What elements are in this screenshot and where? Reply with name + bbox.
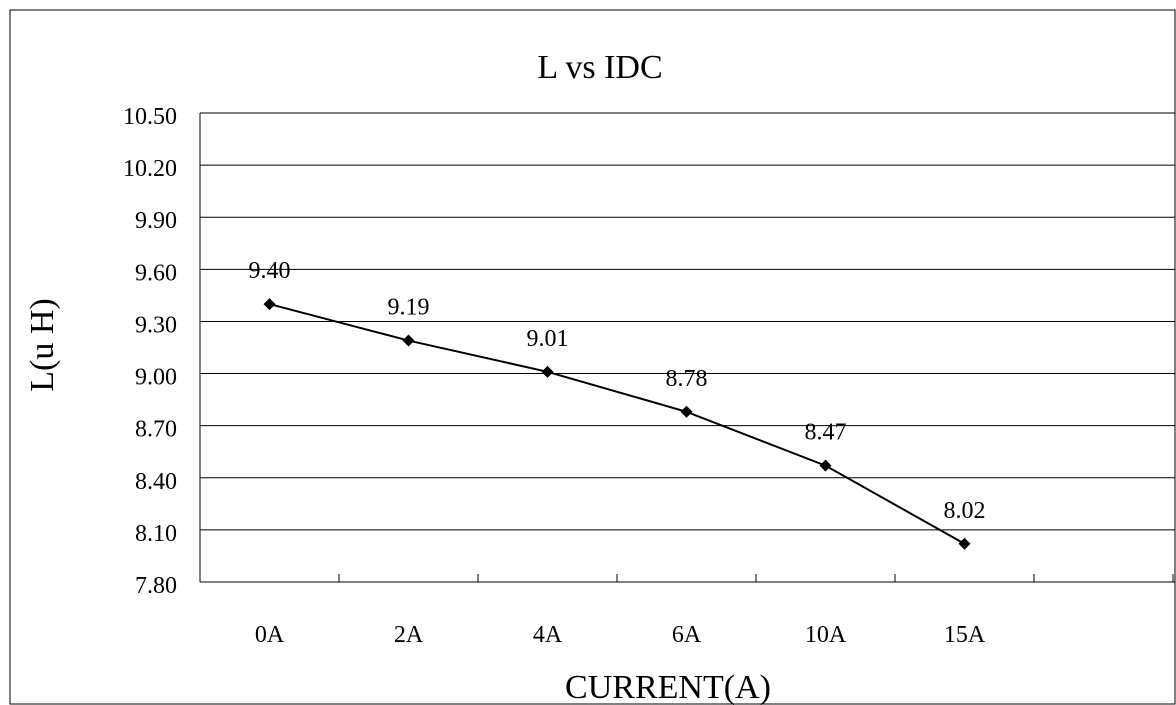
data-label: 8.47: [805, 420, 847, 446]
chart-title: L vs IDC: [537, 49, 662, 86]
data-labels: 9.40 9.19 9.01 8.78 8.47 8.02: [249, 258, 986, 524]
y-tick-label: 8.70: [135, 417, 177, 443]
data-label: 9.19: [388, 295, 430, 321]
y-tick-label: 9.00: [135, 365, 177, 391]
y-tick-label: 9.60: [135, 260, 177, 286]
data-markers: [263, 298, 971, 550]
data-label: 9.40: [249, 258, 291, 284]
data-point-marker: [819, 459, 832, 472]
y-tick-label: 8.40: [135, 469, 177, 495]
y-tick-label: 9.90: [135, 208, 177, 234]
data-label: 8.78: [666, 366, 708, 392]
y-tick-label: 10.50: [123, 104, 177, 130]
data-point-marker: [402, 334, 415, 347]
data-point-marker: [680, 405, 693, 418]
data-point-marker: [541, 365, 554, 378]
y-tick-labels: 7.80 8.10 8.40 8.70 9.00 9.30 9.60 9.90 10.20 10.…: [123, 104, 177, 599]
y-tick-label: 9.30: [135, 312, 177, 338]
series-line-path: [269, 303, 965, 545]
data-point-marker: [263, 298, 276, 311]
x-axis-title: CURRENT(A): [565, 669, 771, 705]
x-tick-label: 0A: [255, 622, 285, 648]
data-label: 8.02: [944, 498, 986, 524]
y-tick-label: 8.10: [135, 521, 177, 547]
y-axis-title: L(u H): [24, 298, 61, 391]
x-tick-labels: 0A 2A 4A 6A 10A 15A: [255, 622, 986, 648]
y-tick-label: 7.80: [135, 573, 177, 599]
x-tick-label: 15A: [944, 622, 986, 648]
x-tick-label: 2A: [394, 622, 424, 648]
y-tick-label: 10.20: [123, 156, 177, 182]
gridlines: [200, 112, 1175, 583]
data-point-marker: [958, 537, 971, 550]
series-line: [269, 303, 965, 545]
axes: [199, 113, 1175, 583]
data-label: 9.01: [527, 326, 569, 352]
x-tick-label: 10A: [805, 622, 847, 648]
chart-border: [9, 9, 1176, 705]
x-tick-label: 4A: [533, 622, 563, 648]
x-tick-label: 6A: [672, 622, 702, 648]
